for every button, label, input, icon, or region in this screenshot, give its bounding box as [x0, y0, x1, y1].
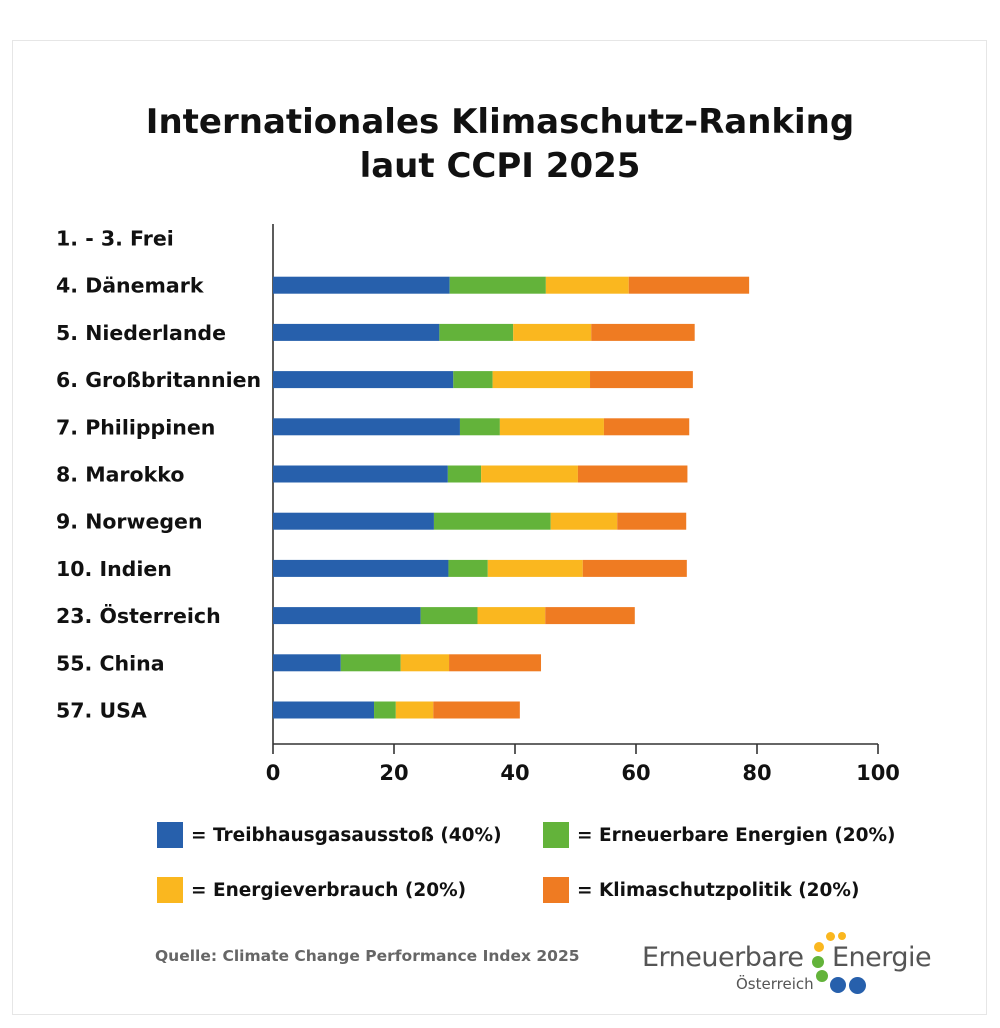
logo-dot-icon: [816, 970, 828, 982]
stacked-bar-chart: 0 20 40 60 80 100 1. - 3. Frei 4. Dänemark 5. Ni…: [56, 224, 900, 785]
x-tick-label: 0: [266, 761, 281, 785]
bar-segment-erneuerbar: [340, 654, 401, 672]
logo-dot-icon: [826, 932, 835, 941]
bar-segment-energie: [487, 559, 583, 577]
logo-word-1: Erneuerbare: [642, 942, 804, 973]
x-tick-label: 20: [379, 761, 408, 785]
bar-segment-treibhaus: [273, 654, 341, 672]
bar-segment-erneuerbar: [453, 371, 493, 389]
logo-word-2: Energie: [832, 942, 932, 973]
bar-segment-erneuerbar: [448, 559, 488, 577]
chart-title-line-1: Internationales Klimaschutz-Ranking: [145, 102, 855, 142]
bar-segment-treibhaus: [273, 701, 375, 719]
bar-segment-erneuerbar: [449, 276, 546, 294]
bar-segment-treibhaus: [273, 607, 421, 625]
legend-swatch-energie: [157, 877, 183, 903]
bar-segment-erneuerbar: [447, 465, 482, 483]
bar-segment-energie: [395, 701, 434, 719]
bar-segment-politik: [577, 465, 688, 483]
bar-segment-politik: [545, 607, 635, 625]
category-label: 9. Norwegen: [56, 510, 203, 534]
category-label: 1. - 3. Frei: [56, 227, 174, 251]
legend-label-treibhaus: = Treibhausgasausstoß (40%): [191, 824, 502, 846]
bar-segment-erneuerbar: [374, 701, 396, 719]
legend-label-energie: = Energieverbrauch (20%): [191, 879, 467, 901]
category-label: 55. China: [56, 651, 165, 675]
bar-segment-politik: [582, 559, 687, 577]
legend-item-politik: = Klimaschutzpolitik (20%): [543, 877, 859, 903]
logo-dot-icon: [849, 977, 866, 994]
bar-segment-politik: [617, 512, 687, 530]
category-label: 8. Marokko: [56, 463, 184, 487]
bar-segment-energie: [550, 512, 618, 530]
bar-segment-energie: [400, 654, 450, 672]
bar-segment-erneuerbar: [433, 512, 551, 530]
bar-segment-energie: [492, 371, 591, 389]
bar-segment-treibhaus: [273, 276, 450, 294]
bar-segment-politik: [603, 418, 690, 436]
logo-dot-icon: [814, 942, 824, 952]
bar-segment-politik: [628, 276, 750, 294]
chart-title-line-2: laut CCPI 2025: [359, 146, 641, 186]
bar-segment-treibhaus: [273, 418, 460, 436]
logo-dot-icon: [830, 977, 846, 993]
x-tick-label: 60: [621, 761, 650, 785]
legend-swatch-treibhaus: [157, 822, 183, 848]
source-note: Quelle: Climate Change Performance Index…: [155, 947, 580, 965]
bar-segment-erneuerbar: [459, 418, 500, 436]
bar-segment-erneuerbar: [420, 607, 478, 625]
legend-label-erneuerbar: = Erneuerbare Energien (20%): [577, 824, 896, 846]
category-label: 23. Österreich: [56, 603, 221, 628]
bar-segment-energie: [499, 418, 604, 436]
logo: Erneuerbare Energie Österreich: [642, 930, 942, 1000]
legend-item-treibhaus: = Treibhausgasausstoß (40%): [157, 822, 502, 848]
logo-dot-icon: [812, 956, 824, 968]
legend-swatch-politik: [543, 877, 569, 903]
category-label: 7. Philippinen: [56, 415, 215, 439]
bar-segment-politik: [449, 654, 542, 672]
bar-segment-politik: [433, 701, 520, 719]
bar-segment-politik: [591, 323, 695, 341]
category-label: 6. Großbritannien: [56, 368, 261, 392]
category-label: 10. Indien: [56, 557, 172, 581]
bar-segment-energie: [481, 465, 578, 483]
legend-item-energie: = Energieverbrauch (20%): [157, 877, 466, 903]
bar-segment-energie: [545, 276, 629, 294]
category-label: 4. Dänemark: [56, 274, 205, 298]
chart-title: Internationales Klimaschutz-Ranking laut…: [0, 100, 1000, 188]
bar-segment-politik: [590, 371, 693, 389]
bar-segment-energie: [513, 323, 592, 341]
bar-segment-energie: [477, 607, 546, 625]
bar-segment-treibhaus: [273, 465, 448, 483]
logo-dot-icon: [838, 932, 846, 940]
x-tick-label: 100: [856, 761, 900, 785]
category-label: 5. Niederlande: [56, 321, 226, 345]
logo-subtitle: Österreich: [736, 975, 814, 993]
x-tick-label: 80: [742, 761, 771, 785]
bar-segment-treibhaus: [273, 371, 454, 389]
category-label: 57. USA: [56, 699, 147, 723]
legend-item-erneuerbar: = Erneuerbare Energien (20%): [543, 822, 896, 848]
bar-segment-erneuerbar: [439, 323, 514, 341]
figure-frame: [12, 40, 987, 1015]
bar-segment-treibhaus: [273, 323, 440, 341]
legend-label-politik: = Klimaschutzpolitik (20%): [577, 879, 860, 901]
x-tick-label: 40: [500, 761, 529, 785]
bar-segment-treibhaus: [273, 512, 434, 530]
bar-segment-treibhaus: [273, 559, 449, 577]
legend-swatch-erneuerbar: [543, 822, 569, 848]
